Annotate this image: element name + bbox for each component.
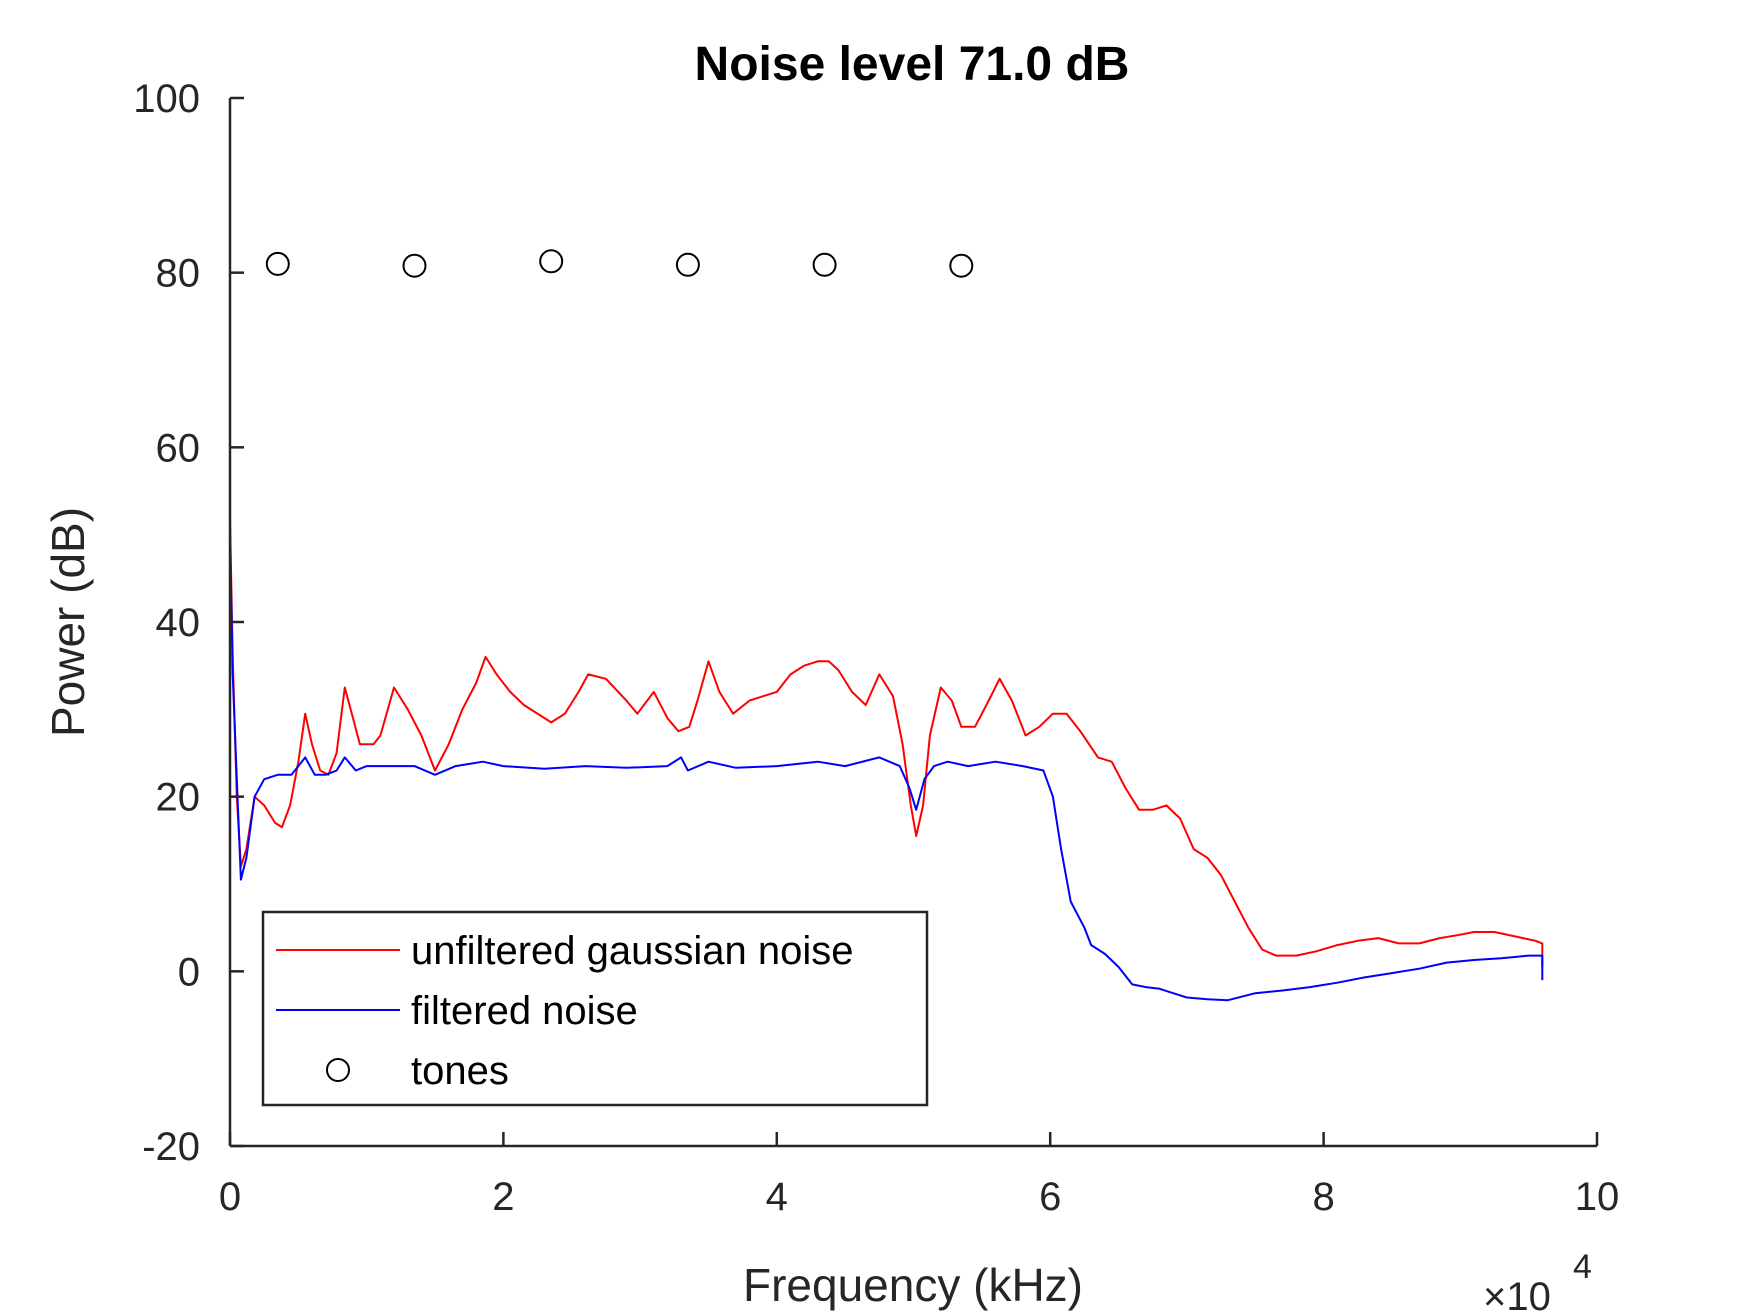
x-axis-label: Frequency (kHz) — [743, 1259, 1083, 1311]
y-tick-label: 100 — [133, 77, 200, 121]
tone-marker — [949, 253, 974, 278]
y-tick-label: -20 — [142, 1125, 200, 1169]
legend-label-tones: tones — [411, 1049, 509, 1093]
series-line-unfiltered — [229, 517, 1544, 967]
x-exponent-base: ×10 — [1483, 1275, 1551, 1313]
x-exponent: ×10 4 — [1483, 1248, 1592, 1313]
legend-box — [261, 910, 929, 1107]
y-axis-label: Power (dB) — [42, 507, 94, 737]
tone-marker — [539, 249, 564, 274]
y-tick-label: 0 — [178, 950, 200, 994]
x-tick-label: 4 — [766, 1175, 788, 1219]
legend-label-unfiltered: unfiltered gaussian noise — [411, 929, 854, 973]
chart-title: Noise level 71.0 dB — [695, 38, 1130, 91]
tone-marker — [812, 252, 837, 277]
tone-marker — [675, 252, 700, 277]
tone-marker — [265, 251, 290, 276]
x-tick-label: 10 — [1575, 1175, 1620, 1219]
x-exponent-power: 4 — [1573, 1248, 1592, 1286]
y-tick-label: 80 — [156, 252, 201, 296]
series-line-filtered — [229, 534, 1544, 1002]
x-ticks: 0 2 4 6 8 10 — [219, 1132, 1619, 1219]
y-tick-label: 40 — [156, 601, 201, 645]
x-tick-label: 8 — [1312, 1175, 1334, 1219]
x-tick-label: 6 — [1039, 1175, 1061, 1219]
plot-area — [229, 249, 1544, 1002]
legend-label-filtered: filtered noise — [411, 989, 638, 1033]
legend: unfiltered gaussian noise filtered noise… — [261, 910, 929, 1107]
legend-swatch-tones — [326, 1058, 350, 1082]
x-tick-label: 2 — [492, 1175, 514, 1219]
y-ticks: -20 0 20 40 60 80 100 — [133, 77, 244, 1169]
y-tick-label: 60 — [156, 426, 201, 470]
x-tick-label: 0 — [219, 1175, 241, 1219]
y-tick-label: 20 — [156, 776, 201, 820]
tone-marker — [402, 253, 427, 278]
